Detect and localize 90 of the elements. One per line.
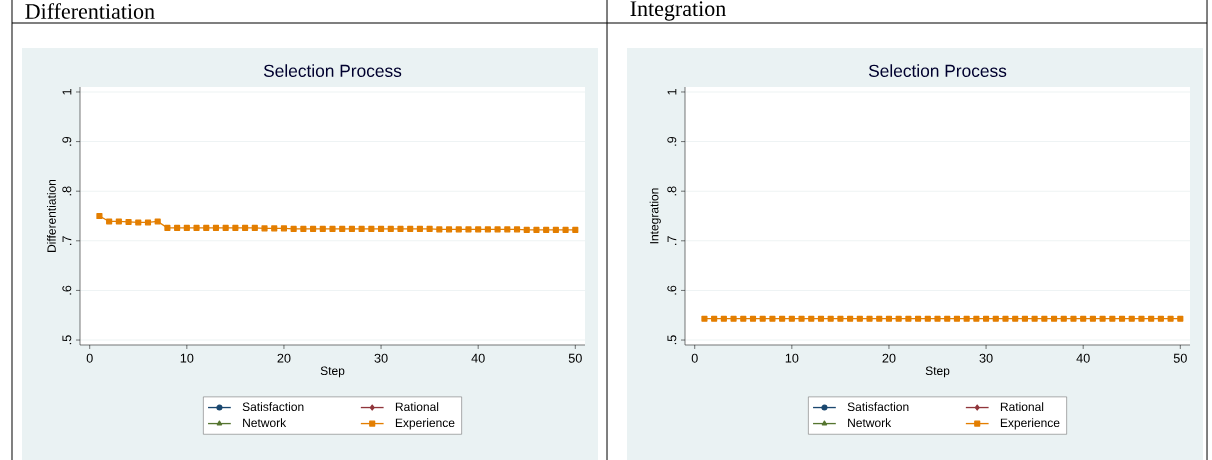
point	[445, 226, 453, 233]
y-tick-label: .9	[62, 136, 72, 146]
point	[416, 225, 423, 232]
point	[572, 226, 579, 233]
point	[426, 225, 433, 232]
point	[271, 225, 278, 232]
x-tick-label: 30	[374, 353, 388, 363]
point	[115, 218, 122, 225]
point	[154, 218, 161, 225]
point	[144, 219, 152, 226]
point	[358, 225, 365, 232]
point	[484, 226, 491, 233]
x-axis-title: Step	[925, 366, 950, 378]
point	[232, 224, 239, 231]
point	[300, 225, 307, 232]
x-tick-label: 20	[277, 353, 291, 363]
point	[310, 225, 317, 232]
y-tick-label: .8	[62, 186, 72, 196]
legend-label: Network	[243, 418, 287, 428]
point	[533, 226, 540, 233]
y-tick-label: .5	[62, 335, 72, 345]
point	[203, 224, 210, 231]
point	[183, 224, 190, 231]
point	[494, 226, 501, 233]
point	[465, 226, 472, 233]
point	[523, 226, 530, 233]
point	[387, 225, 394, 232]
y-tick-label: .8	[667, 186, 677, 196]
point	[193, 224, 200, 231]
text: Integration	[630, 1, 726, 21]
point	[455, 226, 462, 233]
point	[164, 224, 171, 231]
x-tick-label: 10	[785, 353, 799, 363]
text: Differentiation	[25, 3, 155, 19]
point	[407, 225, 414, 232]
point	[135, 219, 142, 226]
point	[174, 224, 181, 231]
chart-title: Selection Process	[868, 64, 1007, 77]
x-tick-label: 0	[86, 353, 93, 363]
legend-label: Experience	[395, 418, 455, 430]
point	[552, 226, 559, 233]
point	[513, 226, 521, 233]
y-tick-label: 1	[667, 89, 677, 95]
y-tick-label: .7	[667, 236, 677, 245]
point	[280, 225, 288, 232]
y-axis-title: Integration	[649, 188, 661, 244]
x-tick-label: 30	[979, 353, 993, 363]
point	[251, 224, 258, 231]
point	[319, 225, 326, 232]
point	[329, 225, 336, 232]
x-tick-label: 40	[1076, 353, 1090, 363]
point	[397, 225, 404, 232]
y-tick-label: .6	[667, 285, 677, 295]
y-tick-label: .6	[62, 285, 72, 295]
point	[377, 225, 385, 232]
point	[212, 224, 220, 231]
x-tick-label: 20	[882, 353, 896, 363]
y-tick-label: .9	[667, 136, 677, 146]
point	[348, 225, 355, 232]
y-tick-label: .5	[667, 335, 677, 345]
x-tick-label: 0	[691, 353, 698, 363]
point	[242, 224, 249, 231]
y-tick-label: 1	[62, 89, 72, 95]
point	[96, 212, 103, 220]
x-tick-label: 40	[471, 353, 485, 363]
point	[222, 224, 229, 231]
legend-label: Satisfaction	[847, 402, 909, 412]
point	[368, 225, 375, 232]
point	[339, 225, 346, 232]
y-axis-title: Differentiation	[47, 179, 56, 252]
point	[504, 226, 511, 233]
legend-label: Rational	[1000, 402, 1044, 412]
point	[125, 218, 132, 226]
point	[436, 226, 443, 233]
legend-label: Rational	[395, 402, 439, 412]
legend-label: Network	[848, 418, 892, 428]
point	[261, 225, 268, 232]
point	[543, 226, 550, 233]
chart-title: Selection Process	[263, 64, 402, 77]
y-tick-label: .7	[62, 236, 72, 245]
point	[562, 226, 569, 233]
x-tick-label: 50	[1173, 353, 1187, 363]
point	[106, 218, 113, 225]
point	[290, 225, 297, 232]
x-axis-title: Step	[320, 366, 345, 378]
legend-label: Satisfaction	[242, 402, 304, 412]
point	[475, 226, 482, 233]
x-tick-label: 10	[180, 353, 194, 363]
legend-label: Experience	[1000, 418, 1060, 430]
x-tick-label: 50	[568, 353, 582, 363]
